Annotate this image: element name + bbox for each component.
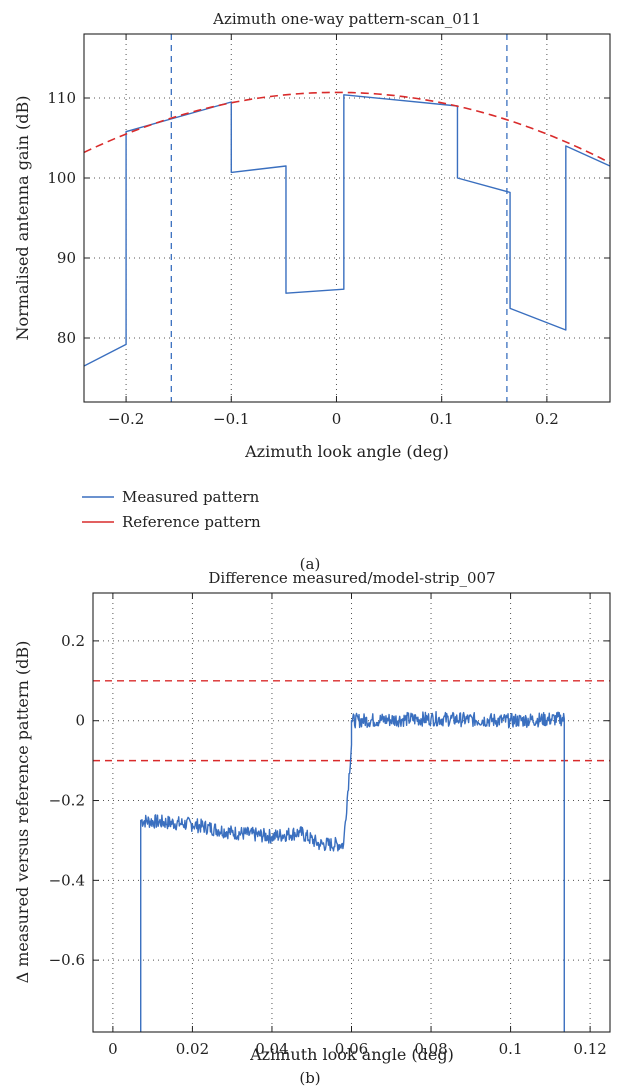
x-tick-label: 0 [332,410,342,428]
chart-b-xlabel: Azimuth look angle (deg) [249,1045,454,1064]
chart-a-ylabel: Normalised antenna gain (dB) [13,96,32,341]
x-tick-label: 0.04 [255,1040,288,1058]
y-tick-label: 0.2 [61,632,85,650]
x-tick-label: 0.08 [414,1040,447,1058]
chart-b-series [93,680,610,1032]
series-line-0-1 [84,91,610,164]
y-tick-label: 100 [47,169,76,187]
y-tick-label: −0.6 [49,951,85,969]
series-line-0-0 [84,94,610,367]
chart-a: Azimuth one-way pattern-scan_011 −0.2 −0.… [13,10,611,573]
chart-a-legend: Measured pattern Reference pattern [82,488,261,531]
chart-a-series [84,34,610,402]
chart-b-caption: (b) [299,1069,320,1087]
x-tick-label: 0.2 [535,410,559,428]
chart-a-title: Azimuth one-way pattern-scan_011 [212,10,481,28]
chart-b-grid [93,593,610,1032]
chart-b: Difference measured/model-strip_007 0 0.0… [13,569,611,1087]
chart-b-title: Difference measured/model-strip_007 [208,569,495,587]
chart-b-ylabel: Δ measured versus reference pattern (dB) [13,641,32,984]
y-tick-label: −0.2 [49,792,85,810]
x-tick-label: 0 [108,1040,118,1058]
y-tick-label: 110 [47,89,76,107]
x-tick-label: −0.1 [213,410,249,428]
x-tick-label: 0.02 [176,1040,209,1058]
chart-a-caption: (a) [300,555,321,573]
x-tick-label: −0.2 [108,410,144,428]
y-tick-label: 90 [57,249,76,267]
chart-b-frame [92,592,611,1033]
y-tick-label: 80 [57,329,76,347]
chart-a-xlabel: Azimuth look angle (deg) [244,442,449,461]
chart-a-ticks: −0.2 −0.1 0 0.1 0.2 80 90 100 110 [47,34,610,428]
chart-b-ticks: 0 0.02 0.04 0.06 0.08 0.1 0.12 −0.6 −0.4 −0.2 0 0.2 [49,593,610,1058]
chart-a-frame [83,33,611,403]
x-tick-label: 0.06 [335,1040,368,1058]
y-tick-label: −0.4 [49,871,85,889]
x-tick-label: 0.1 [430,410,454,428]
legend-label-reference: Reference pattern [122,513,261,531]
x-tick-label: 0.12 [573,1040,606,1058]
y-tick-label: 0 [75,712,85,730]
x-tick-label: 0.1 [499,1040,523,1058]
chart-a-grid [84,34,610,402]
legend-label-measured: Measured pattern [122,488,260,506]
series-line-1-0 [140,710,565,1032]
